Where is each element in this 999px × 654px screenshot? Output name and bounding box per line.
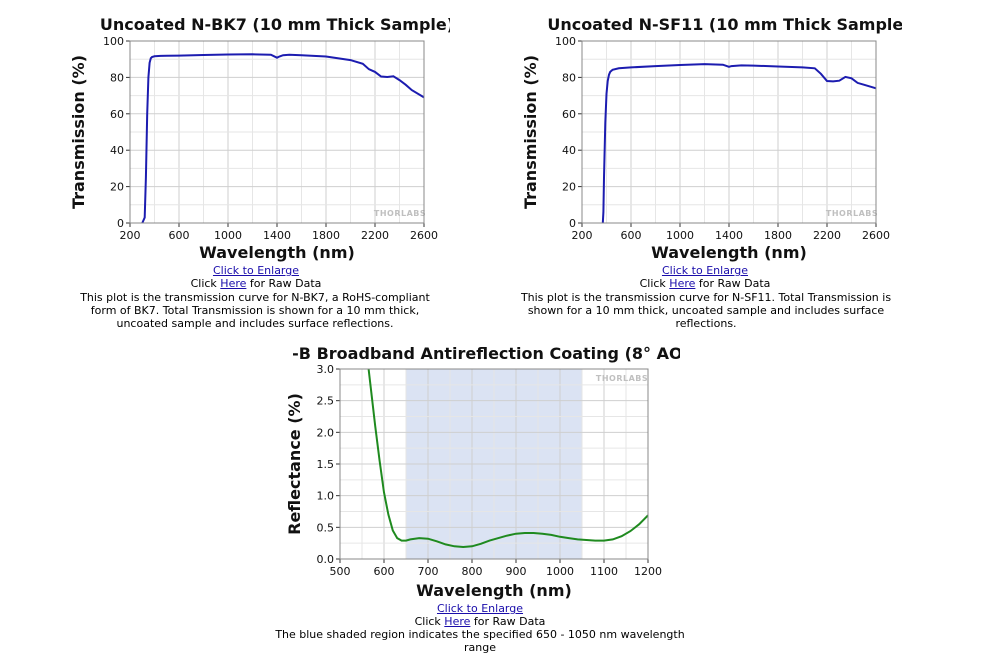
- raw-data-prefix: Click: [414, 615, 445, 628]
- y-tick-label: 100: [555, 35, 576, 48]
- enlarge-link[interactable]: Click to Enlarge: [661, 264, 749, 277]
- x-tick-label: 2600: [410, 229, 438, 242]
- x-tick-label: 600: [374, 565, 395, 578]
- series-line: [367, 368, 649, 549]
- y-tick-label: 40: [110, 144, 124, 157]
- x-axis-label: Wavelength (nm): [651, 243, 807, 262]
- y-axis-label: Transmission (%): [69, 55, 88, 209]
- x-tick-label: 500: [330, 565, 351, 578]
- x-tick-label: 1100: [590, 565, 618, 578]
- description-nsf11: This plot is the transmission curve for …: [520, 291, 892, 330]
- x-tick-label: 600: [621, 229, 642, 242]
- chart-nsf11: Uncoated N-SF11 (10 mm Thick Sample) 200…: [521, 15, 911, 262]
- x-tick-label: 700: [418, 565, 439, 578]
- raw-data-link[interactable]: Here: [669, 277, 696, 290]
- description-nbk7: This plot is the transmission curve for …: [80, 291, 430, 330]
- y-tick-label: 2.0: [317, 426, 335, 439]
- y-tick-label: 60: [110, 108, 124, 121]
- y-tick-label: 80: [110, 71, 124, 84]
- description-ar-coating: The blue shaded region indicates the spe…: [275, 628, 685, 654]
- x-tick-label: 1000: [666, 229, 694, 242]
- thorlabs-watermark: THORLABS: [374, 209, 426, 218]
- y-tick-label: 20: [110, 181, 124, 194]
- y-tick-label: 0.5: [317, 521, 335, 534]
- chart-nbk7: Uncoated N-BK7 (10 mm Thick Sample) 200 6…: [69, 15, 454, 262]
- chart-panel-nbk7: Uncoated N-BK7 (10 mm Thick Sample) 200 6…: [60, 10, 454, 262]
- x-tick-label: 600: [169, 229, 190, 242]
- x-tick-label: 1800: [312, 229, 340, 242]
- plot-border: [339, 368, 649, 560]
- enlarge-link[interactable]: Click to Enlarge: [212, 264, 300, 277]
- thorlabs-watermark: THORLABS: [596, 374, 648, 383]
- raw-data-suffix: for Raw Data: [470, 615, 546, 628]
- y-axis-label: Reflectance (%): [285, 393, 304, 535]
- plot-border: [581, 40, 877, 224]
- y-tick-label: 100: [103, 35, 124, 48]
- x-tick-label: 1400: [715, 229, 743, 242]
- y-tick-label: 0: [569, 217, 576, 230]
- y-tick-label: 40: [562, 144, 576, 157]
- caption-nsf11: Click to Enlarge Click Here for Raw Data: [519, 264, 891, 290]
- y-tick-label: 2.5: [317, 395, 335, 408]
- chart-panel-nsf11: Uncoated N-SF11 (10 mm Thick Sample) 200…: [512, 10, 911, 262]
- chart-title: -B Broadband Antireflection Coating (8° …: [292, 344, 680, 363]
- ticks: 500 600 700 800 900 1000 1100 1200 0.0 0.5 1.0 1.5 2…: [317, 363, 663, 578]
- x-tick-label: 2600: [862, 229, 890, 242]
- y-tick-label: 0.0: [317, 553, 335, 566]
- x-axis-label: Wavelength (nm): [199, 243, 355, 262]
- chart-title: Uncoated N-SF11 (10 mm Thick Sample): [547, 15, 902, 34]
- ticks: 200 600 1000 1400 1800 2200 2600 0 20 40 60 80 100: [103, 35, 438, 242]
- x-tick-label: 2200: [813, 229, 841, 242]
- series-line: [141, 53, 425, 224]
- x-tick-label: 1800: [764, 229, 792, 242]
- raw-data-link[interactable]: Here: [220, 277, 247, 290]
- raw-data-link[interactable]: Here: [444, 615, 471, 628]
- x-tick-label: 900: [506, 565, 527, 578]
- raw-data-suffix: for Raw Data: [695, 277, 771, 290]
- x-tick-label: 1400: [263, 229, 291, 242]
- chart-panel-ar-coating: -B Broadband Antireflection Coating (8° …: [280, 340, 696, 602]
- thorlabs-watermark: THORLABS: [826, 209, 878, 218]
- raw-data-prefix: Click: [190, 277, 221, 290]
- x-tick-label: 1000: [214, 229, 242, 242]
- x-tick-label: 1200: [634, 565, 662, 578]
- y-tick-label: 3.0: [317, 363, 335, 376]
- x-tick-label: 800: [462, 565, 483, 578]
- caption-nbk7: Click to Enlarge Click Here for Raw Data: [70, 264, 442, 290]
- y-tick-label: 60: [562, 108, 576, 121]
- x-tick-label: 1000: [546, 565, 574, 578]
- y-tick-label: 1.0: [317, 490, 335, 503]
- chart-ar-coating: -B Broadband Antireflection Coating (8° …: [285, 344, 696, 600]
- ticks: 200 600 1000 1400 1800 2200 2600 0 20 40 60 80 100: [555, 35, 890, 242]
- y-axis-label: Transmission (%): [521, 55, 540, 209]
- x-tick-label: 200: [572, 229, 593, 242]
- chart-title: Uncoated N-BK7 (10 mm Thick Sample): [100, 15, 450, 34]
- y-tick-label: 80: [562, 71, 576, 84]
- raw-data-suffix: for Raw Data: [246, 277, 322, 290]
- caption-ar-coating: Click to Enlarge Click Here for Raw Data…: [260, 602, 700, 654]
- y-tick-label: 1.5: [317, 458, 335, 471]
- x-tick-label: 2200: [361, 229, 389, 242]
- y-tick-label: 20: [562, 181, 576, 194]
- y-tick-label: 0: [117, 217, 124, 230]
- x-axis-label: Wavelength (nm): [416, 581, 572, 600]
- series-line: [601, 63, 877, 224]
- enlarge-link[interactable]: Click to Enlarge: [436, 602, 524, 615]
- raw-data-prefix: Click: [639, 277, 670, 290]
- x-tick-label: 200: [120, 229, 141, 242]
- plot-border: [129, 40, 425, 224]
